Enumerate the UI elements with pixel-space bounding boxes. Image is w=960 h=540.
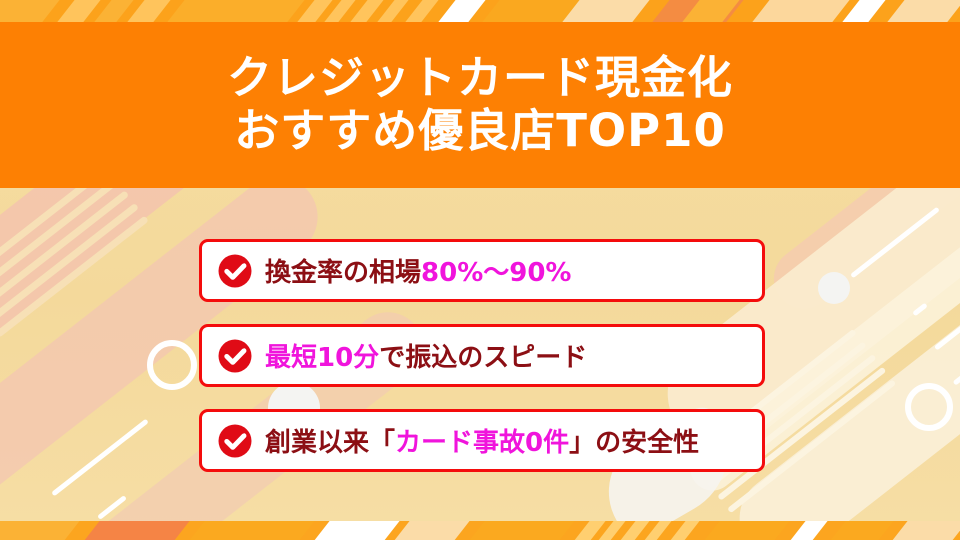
feature-text-3: 創業以来「カード事故0件」の安全性 (265, 422, 699, 459)
check-circle-icon (218, 254, 252, 287)
feature-text-2: 最短10分で振込のスピード (265, 337, 587, 374)
check-circle-icon (218, 339, 252, 372)
feature-text-1: 換金率の相場80%～90% (265, 252, 571, 289)
circle-ring-icon (147, 340, 197, 390)
feature-item-1[interactable]: 換金率の相場80%～90% (199, 239, 765, 302)
bottom-stripe-band (0, 521, 960, 540)
feature-seg-normal: で振込のスピード (379, 343, 588, 373)
feature-seg-normal: 創業以来「 (265, 428, 396, 458)
feature-item-3[interactable]: 創業以来「カード事故0件」の安全性 (199, 409, 765, 472)
page-title-line-2: おすすめ優良店TOP10 (234, 104, 726, 157)
feature-seg-highlight: カード事故0件 (395, 428, 570, 458)
circle-ring-icon (905, 383, 953, 431)
feature-seg-highlight: 80%～90% (421, 258, 572, 288)
page-title-line-1: クレジットカード現金化 (226, 51, 733, 105)
feature-seg-normal: 」の安全性 (569, 428, 700, 458)
feature-item-2[interactable]: 最短10分で振込のスピード (199, 324, 765, 387)
feature-seg-highlight: 最短10分 (265, 343, 380, 373)
circle-filled-icon (818, 272, 850, 304)
feature-seg-normal: 換金率の相場 (265, 258, 422, 288)
header-banner: クレジットカード現金化 おすすめ優良店TOP10 (0, 22, 960, 188)
feature-list: 換金率の相場80%～90% 最短10分で振込のスピード 創業以来「カード事故0件… (199, 239, 765, 472)
top-stripe-band (0, 0, 960, 23)
check-circle-icon (218, 424, 252, 457)
